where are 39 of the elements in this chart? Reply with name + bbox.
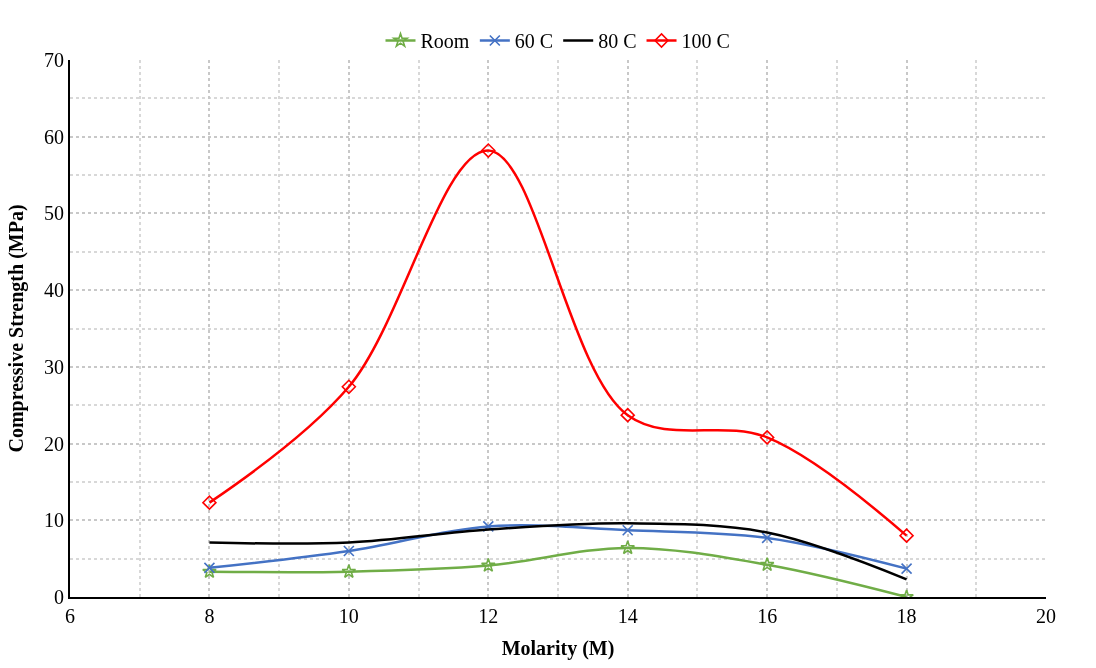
point (341, 563, 357, 579)
x-axis-title: Molarity (M) (501, 637, 615, 660)
point (203, 562, 216, 574)
point (899, 528, 914, 543)
y-tick-label: 50 (44, 202, 64, 225)
point (341, 379, 357, 395)
x-tick-label: 20 (1036, 605, 1056, 627)
y-tick-label: 0 (54, 586, 64, 608)
point (480, 557, 496, 573)
x-tick-label: 10 (338, 605, 359, 627)
y-tick-label: 30 (44, 355, 64, 378)
point (201, 563, 217, 579)
x-tick-label: 14 (617, 605, 638, 627)
x-tick-label: 6 (65, 605, 75, 627)
point (480, 143, 496, 158)
legend-label: 60 C (514, 30, 554, 53)
point (202, 495, 217, 510)
y-axis-title: Compressive Strength (MPa) (5, 204, 28, 453)
y-tick-label: 70 (44, 49, 64, 71)
point (621, 524, 634, 537)
point (620, 540, 636, 555)
point (759, 556, 775, 572)
x-tick-label: 18 (896, 605, 917, 627)
point (761, 532, 773, 544)
y-tick-label: 20 (44, 432, 64, 455)
x-tick-label: 8 (204, 605, 215, 627)
x-tick-label: 16 (757, 605, 778, 627)
legend-label: 80 C (598, 30, 637, 53)
y-tick-label: 60 (44, 125, 64, 148)
x-tick-label: 12 (478, 605, 499, 627)
point (900, 562, 913, 575)
y-tick-label: 10 (44, 509, 64, 532)
y-tick-label: 40 (44, 279, 64, 302)
point (759, 430, 775, 445)
point (620, 407, 636, 423)
legend-label: Room (420, 30, 470, 53)
legend-label: 100 C (681, 30, 730, 53)
point (343, 545, 355, 557)
point (482, 520, 495, 533)
